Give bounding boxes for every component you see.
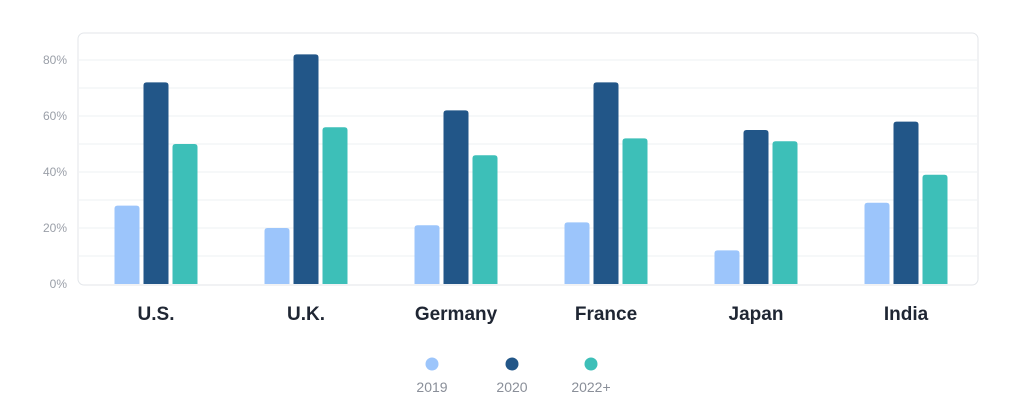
bar-france-2022 — [622, 138, 648, 284]
x-tick-label: U.S. — [138, 304, 175, 325]
bar-uk-2020 — [293, 54, 319, 285]
bar-uk-2022 — [322, 127, 348, 284]
y-tick-label: 80% — [43, 53, 67, 67]
bar-us-2020 — [143, 82, 169, 285]
legend-label: 2022+ — [571, 379, 610, 395]
grid-lines — [79, 59, 977, 257]
legend: 2019 2020 2022+ — [416, 357, 611, 395]
y-tick-label: 20% — [43, 221, 67, 235]
legend-label: 2020 — [496, 379, 527, 395]
bar-us-2019 — [114, 205, 140, 284]
plot-frame — [77, 32, 979, 286]
y-axis-ticks: 0% 20% 40% 60% 80% — [43, 53, 67, 291]
legend-marker — [505, 357, 519, 371]
bar-india-2022 — [922, 174, 948, 284]
x-tick-label: U.K. — [287, 304, 325, 325]
bar-india-2019 — [864, 202, 890, 284]
bar-us-2022 — [172, 144, 198, 284]
bar-japan-2019 — [714, 250, 740, 284]
y-tick-label: 60% — [43, 109, 67, 123]
x-tick-label: France — [575, 304, 637, 325]
bar-japan-2022 — [772, 141, 798, 284]
bar-france-2020 — [593, 82, 619, 285]
bar-germany-2019 — [414, 225, 440, 284]
y-tick-label: 40% — [43, 165, 67, 179]
bar-uk-2019 — [264, 228, 290, 284]
x-tick-label: Germany — [415, 304, 498, 325]
bar-germany-2020 — [443, 110, 469, 285]
bar-france-2019 — [564, 222, 590, 284]
bar-india-2020 — [893, 121, 919, 284]
legend-marker — [584, 357, 598, 371]
bar-japan-2020 — [743, 130, 769, 284]
x-axis-labels: U.S. U.K. Germany France Japan India — [138, 304, 929, 325]
y-tick-label: 0% — [50, 277, 68, 291]
bars — [114, 54, 948, 285]
legend-label: 2019 — [416, 379, 447, 395]
x-tick-label: India — [884, 304, 929, 325]
legend-marker — [425, 357, 439, 371]
x-tick-label: Japan — [729, 304, 784, 325]
bar-germany-2022 — [472, 155, 498, 284]
